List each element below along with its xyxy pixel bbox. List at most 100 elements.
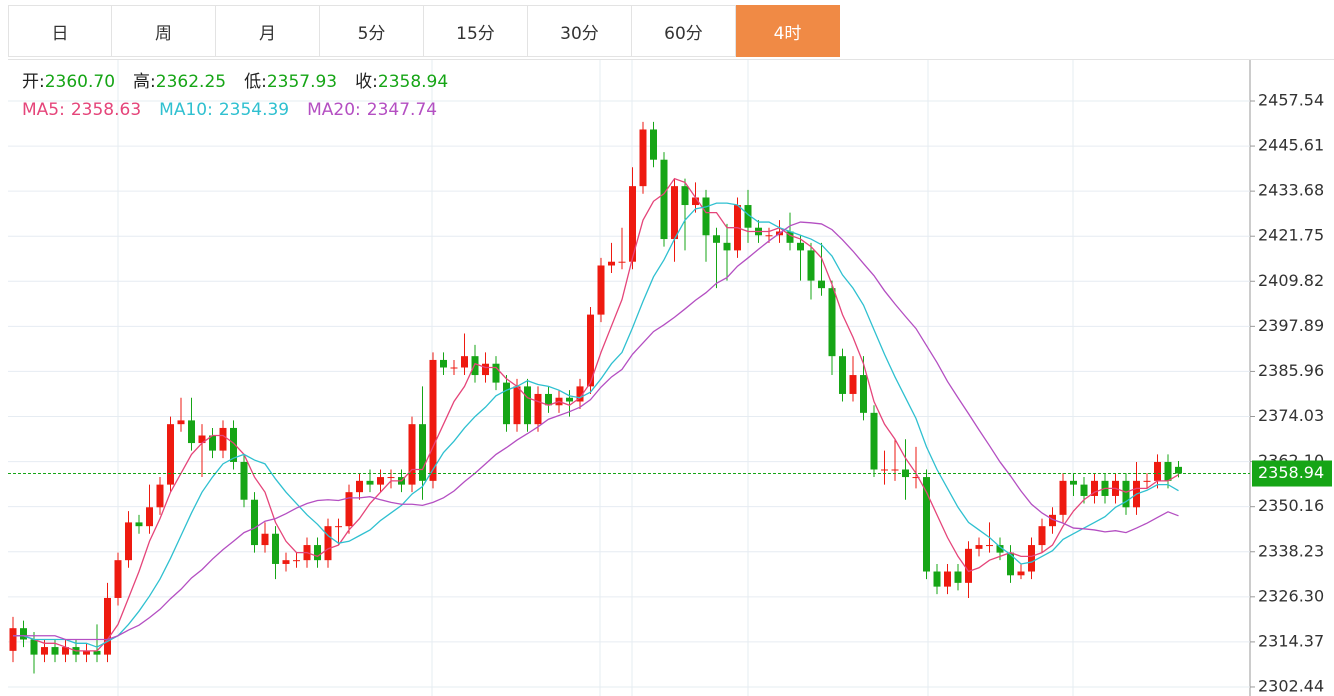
candle-body (440, 359, 447, 368)
candle-body (93, 650, 101, 655)
candle-body (240, 461, 248, 500)
candle-body (828, 288, 836, 357)
candle-body (870, 412, 878, 470)
candle-body (618, 261, 626, 263)
candle-body (797, 242, 804, 251)
candle-body (839, 356, 846, 394)
candle-body (482, 363, 489, 376)
candle-body (807, 250, 815, 281)
candle-body (765, 235, 773, 237)
candle-body (545, 393, 552, 406)
y-tick-label: 2338.23 (1258, 541, 1324, 560)
period-tab[interactable]: 月 (216, 5, 320, 57)
candle-body (408, 424, 416, 485)
candle-body (1122, 480, 1130, 508)
candle-body (156, 484, 164, 508)
candle-body (1080, 484, 1088, 496)
candle-body (524, 386, 531, 425)
ma-label: MA5: (22, 100, 65, 120)
candle-body (891, 469, 899, 471)
period-tab[interactable]: 5分 (320, 5, 424, 57)
candle-body (975, 545, 983, 549)
period-tab[interactable]: 周 (112, 5, 216, 57)
candle-body (923, 477, 930, 572)
candle-body (986, 545, 993, 547)
period-tab[interactable]: 15分 (424, 5, 528, 57)
candle-body (576, 386, 584, 402)
candle-body (1070, 480, 1077, 485)
candle-body (366, 480, 374, 485)
y-tick-label: 2445.61 (1258, 136, 1324, 155)
candle-body (933, 571, 941, 587)
candle-body (1164, 461, 1172, 481)
ma-label: MA10: (159, 100, 213, 120)
candle-body (744, 205, 752, 228)
candle-body (1143, 480, 1151, 482)
candle-body (818, 280, 825, 289)
candle-body (251, 499, 258, 546)
y-tick-label: 2397.89 (1258, 316, 1324, 335)
candle-body (681, 186, 689, 206)
candle-body (492, 363, 500, 383)
y-tick-label: 2374.03 (1258, 406, 1324, 425)
candle-body (671, 186, 678, 240)
period-tab[interactable]: 60分 (632, 5, 736, 57)
candle-body (20, 628, 27, 640)
candle-body (503, 382, 510, 425)
candle-body (419, 424, 426, 481)
candle-body (387, 477, 395, 479)
candle-body (849, 375, 857, 394)
candle-body (860, 375, 867, 413)
ma-line (13, 221, 1179, 641)
y-tick-label: 2409.82 (1258, 271, 1324, 290)
candle-body (450, 367, 458, 369)
ohlc-legend: 开:2360.70 高:2362.25 低:2357.93 收:2358.94 (22, 72, 448, 92)
candle-body (335, 526, 342, 528)
period-tab[interactable]: 30分 (528, 5, 632, 57)
ohlc-label: 收: (355, 72, 378, 92)
candle-body (587, 314, 594, 387)
candle-body (177, 420, 185, 425)
candle-body (51, 647, 59, 655)
y-tick-label: 2385.96 (1258, 361, 1324, 380)
candle-body (62, 647, 69, 655)
candle-body (293, 560, 300, 562)
candle-body (534, 393, 542, 425)
y-tick-label: 2421.75 (1258, 226, 1324, 245)
y-tick-label: 2350.16 (1258, 496, 1324, 515)
plot-area (8, 60, 1250, 696)
period-tab[interactable]: 4时 (736, 5, 840, 57)
candle-body (324, 526, 332, 561)
candle-body (608, 261, 615, 266)
y-tick-label: 2326.30 (1258, 586, 1324, 605)
candle-body (471, 356, 479, 376)
candle-body (125, 522, 132, 561)
candle-body (345, 492, 353, 527)
candle-body (135, 522, 143, 527)
candle-body (41, 647, 48, 655)
candle-body (1154, 461, 1161, 481)
candle-body (629, 186, 636, 262)
candle-body (881, 469, 888, 471)
candle-body (429, 359, 437, 481)
candle-body (1091, 480, 1098, 496)
candle-body (167, 424, 174, 485)
period-tab[interactable]: 日 (8, 5, 112, 57)
last-price-label: 2358.94 (1258, 463, 1324, 482)
candle-body (723, 242, 731, 251)
candle-body (1175, 466, 1182, 474)
ma-label: MA20: (307, 100, 361, 120)
candle-body (219, 427, 227, 451)
ma-line (13, 202, 1179, 648)
candle-body (30, 639, 38, 655)
candle-body (954, 571, 962, 583)
candle-body (146, 507, 153, 527)
candle-body (786, 231, 794, 243)
candle-body (713, 235, 720, 243)
ohlc-value: 2357.93 (267, 72, 337, 92)
candle-body (996, 545, 1004, 553)
candle-body (597, 265, 605, 315)
y-tick-label: 2314.37 (1258, 631, 1324, 650)
